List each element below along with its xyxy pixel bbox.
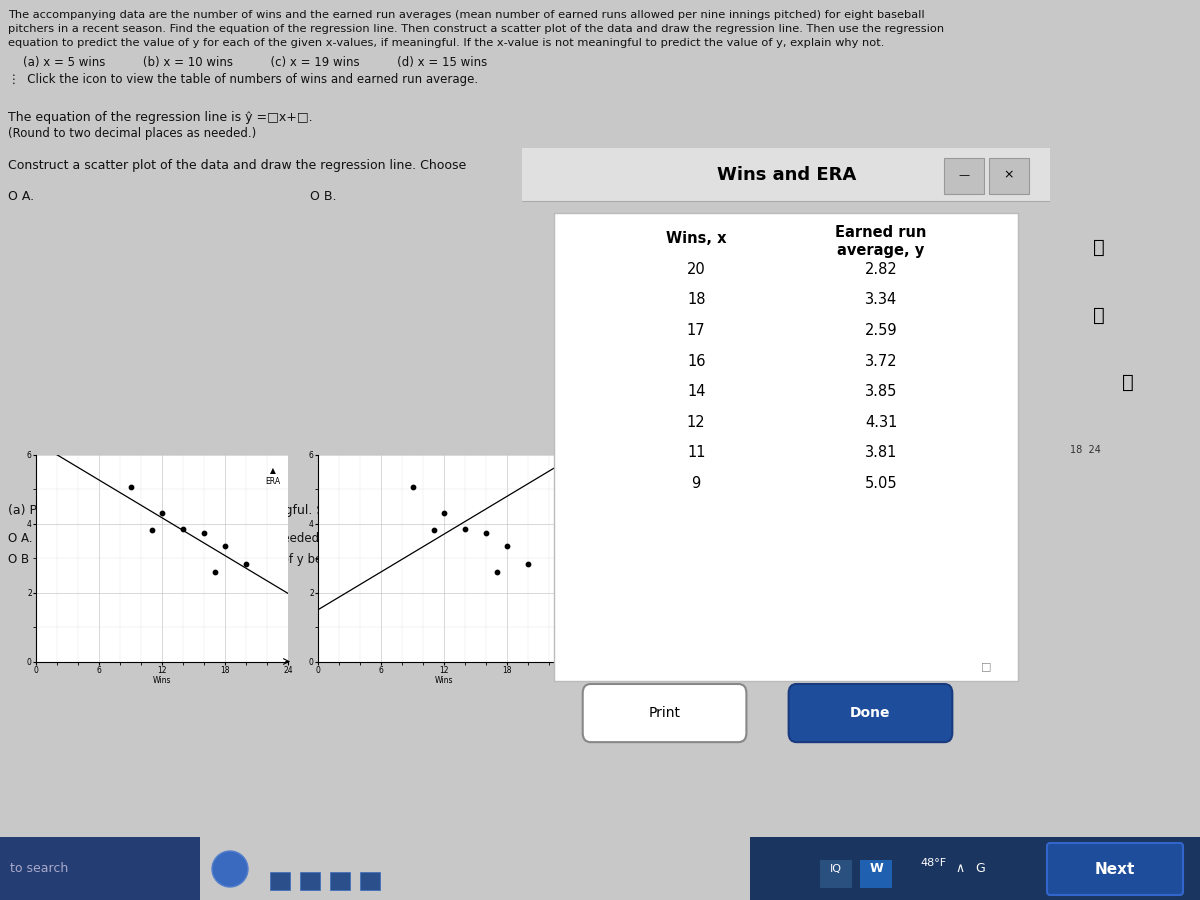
Text: 🔍: 🔍 [1093,238,1105,257]
Point [403,480,422,494]
Text: 4.31: 4.31 [865,415,898,429]
Text: average, y: average, y [838,243,925,258]
FancyBboxPatch shape [583,684,746,742]
Text: ×: × [1003,168,1014,181]
Point [236,557,256,572]
Text: Earned run: Earned run [835,225,926,240]
Point [142,523,161,537]
Text: 2.82: 2.82 [865,262,898,276]
Text: Print: Print [648,706,680,720]
Text: O B   It is not meaningful to predict this value of y because x = 5 is not: O B It is not meaningful to predict this… [8,553,428,565]
Text: 11: 11 [686,446,706,460]
Text: to search: to search [10,862,68,876]
Text: The equation of the regression line is ŷ =□x+□.: The equation of the regression line is ŷ… [8,111,313,124]
Circle shape [212,851,248,887]
X-axis label: Wins: Wins [434,676,454,685]
Text: 5.05: 5.05 [865,476,898,491]
Text: 3.81: 3.81 [865,446,898,460]
Text: 12: 12 [686,415,706,429]
Bar [330,872,350,890]
Text: 18  24: 18 24 [1070,445,1102,455]
Bar [300,872,320,890]
Text: Construct a scatter plot of the data and draw the regression line. Choose: Construct a scatter plot of the data and… [8,159,467,172]
Bar [989,158,1028,194]
Text: (a) Predict the ERA for 5 wins, if it is meaningful. Select the correct choiс: (a) Predict the ERA for 5 wins, if it is… [8,504,464,518]
Text: ⋮  Click the icon to view the table of numbers of wins and earned run average.: ⋮ Click the icon to view the table of nu… [8,73,478,86]
Text: (a) x = 5 wins          (b) x = 10 wins          (c) x = 19 wins          (d) x : (a) x = 5 wins (b) x = 10 wins (c) x = 1… [8,57,487,69]
Text: 🔍: 🔍 [1093,305,1105,325]
Bar [750,837,1200,900]
Bar [820,860,852,888]
Point [205,565,224,580]
Text: 14: 14 [686,384,706,399]
Text: Wins and ERA: Wins and ERA [718,166,857,184]
Point [424,523,443,537]
Text: 3.34: 3.34 [865,292,898,307]
Text: ⧉: ⧉ [1122,373,1134,392]
Text: 16: 16 [686,354,706,368]
Text: equation to predict the value of y for each of the given x-values, if meaningful: equation to predict the value of y for e… [8,39,884,49]
Point [173,521,192,535]
Bar [944,158,984,194]
Bar [360,872,380,890]
Point [194,526,214,540]
X-axis label: Wins: Wins [152,676,172,685]
Point [518,557,538,572]
FancyBboxPatch shape [1046,843,1183,895]
Text: —: — [959,170,970,180]
Text: 2.59: 2.59 [865,323,898,338]
Y-axis label: ▲
ERA: ▲ ERA [265,466,281,486]
Text: pitchers in a recent season. Find the equation of the regression line. Then cons: pitchers in a recent season. Find the eq… [8,24,944,34]
Text: 9: 9 [691,476,701,491]
Text: O A.: O A. [8,190,34,203]
Point [487,565,506,580]
FancyBboxPatch shape [788,684,953,742]
Text: IQ: IQ [830,864,842,874]
Text: Wins, x: Wins, x [666,231,726,246]
Text: O B.: O B. [310,190,336,203]
Text: (Round to two decimal places as needed.): (Round to two decimal places as needed.) [8,127,257,140]
Point [456,521,475,535]
Text: W: W [869,862,883,876]
Text: 17: 17 [686,323,706,338]
Bar [553,212,1019,681]
Text: G: G [974,862,985,876]
Text: ∧: ∧ [955,862,964,876]
Text: 48°F: 48°F [920,858,946,868]
Text: Next: Next [1094,861,1135,877]
Bar [270,872,290,890]
Point [152,506,172,520]
Text: The accompanying data are the number of wins and the earned run averages (mean n: The accompanying data are the number of … [8,10,925,20]
Bar [522,148,1050,201]
Point [498,539,517,554]
Text: □: □ [982,662,992,671]
Bar [860,860,892,888]
Text: 18: 18 [686,292,706,307]
Text: 3.85: 3.85 [865,384,898,399]
Text: Done: Done [851,706,890,720]
Point [434,506,454,520]
Point [216,539,235,554]
Bar [0,837,200,900]
Text: 3.72: 3.72 [865,354,898,368]
Text: 20: 20 [686,262,706,276]
Point [121,480,140,494]
Text: O A.  ŷ =□  (Round to two decimal places as needed.): O A. ŷ =□ (Round to two decimal places a… [8,533,328,545]
Point [476,526,496,540]
